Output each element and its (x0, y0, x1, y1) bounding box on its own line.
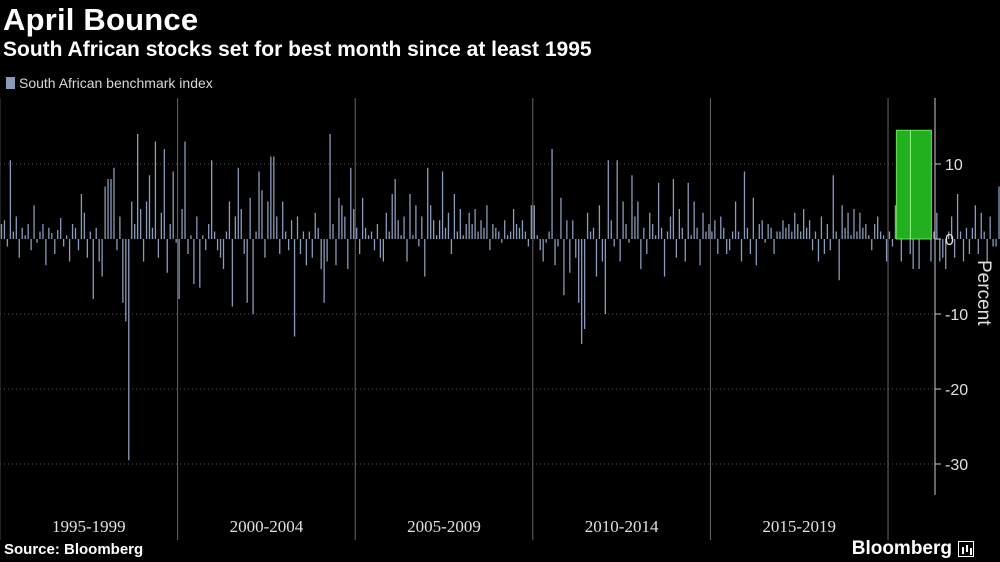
brand-text: Bloomberg (851, 538, 952, 559)
source-note: Source: Bloomberg (4, 541, 144, 558)
highlight-bar (895, 129, 932, 240)
x-axis-period-label: 2015-2019 (762, 517, 836, 536)
bloomberg-logo: Bloomberg (852, 538, 974, 560)
x-axis-period-label: 2000-2004 (230, 517, 304, 536)
y-tick-label: -20 (945, 382, 968, 399)
legend-label: South African benchmark index (19, 75, 213, 91)
bars (0, 134, 1000, 461)
x-axis-period-label: 1995-1999 (52, 517, 126, 536)
y-tick-label: 10 (945, 157, 963, 174)
bloomberg-chart-icon (958, 541, 974, 557)
chart-subtitle: South African stocks set for best month … (3, 38, 592, 61)
period-dividers (0, 98, 889, 540)
chart-legend: South African benchmark index (6, 75, 213, 91)
y-tick-label: -30 (945, 457, 968, 474)
x-axis-labels: 1995-1999 2000-2004 2005-2009 2010-2014 2015… (52, 517, 836, 536)
legend-swatch (6, 77, 15, 89)
x-axis-period-label: 2005-2009 (407, 517, 481, 536)
x-axis-period-label: 2010-2014 (585, 517, 659, 536)
y-axis: 10 0 -10 -20 -30 Percent (934, 98, 994, 495)
chart-title: April Bounce (3, 2, 199, 37)
y-tick-label: -10 (945, 307, 968, 324)
highlight-bar-rect (895, 129, 932, 240)
y-tick-label: 0 (945, 232, 954, 249)
y-axis-title: Percent (973, 260, 994, 326)
